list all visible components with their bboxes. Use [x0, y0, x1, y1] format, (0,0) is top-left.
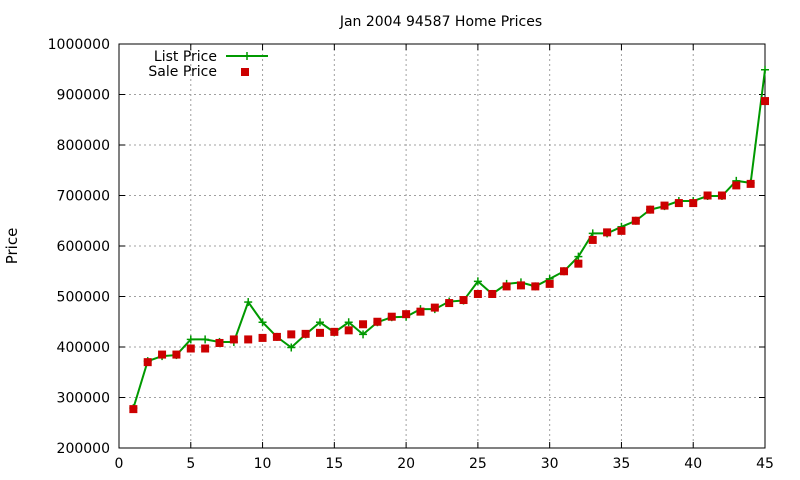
- y-tick-label: 300000: [57, 391, 110, 407]
- sale-price-point: [531, 282, 540, 291]
- x-tick-label: 35: [613, 456, 631, 472]
- sale-price-point: [488, 289, 497, 298]
- chart-title: Jan 2004 94587 Home Prices: [339, 14, 542, 30]
- x-tick-label: 5: [186, 456, 195, 472]
- legend: List Price Sale Price: [148, 49, 268, 80]
- series: [129, 65, 769, 414]
- list-price-series: [129, 65, 769, 413]
- sale-price-point: [258, 333, 267, 342]
- y-tick-label: 600000: [57, 239, 110, 255]
- sale-price-point: [373, 317, 382, 326]
- list-price-point: [574, 252, 583, 261]
- sale-price-point: [402, 310, 411, 319]
- sale-price-series: [129, 97, 769, 414]
- sale-price-point: [330, 327, 339, 336]
- list-price-line: [132, 69, 766, 409]
- list-price-point: [258, 318, 267, 327]
- sale-price-point: [359, 320, 368, 329]
- sale-price-point: [272, 332, 281, 341]
- y-tick-labels: 200000 300000 400000 500000 600000 700000 8000…: [48, 37, 110, 457]
- sale-price-point: [502, 282, 511, 291]
- y-tick-label: 200000: [57, 441, 110, 457]
- grid: [119, 44, 765, 448]
- sale-price-point: [588, 235, 597, 244]
- sale-price-point: [689, 199, 698, 208]
- list-price-point: [344, 318, 353, 327]
- sale-price-point: [746, 179, 755, 188]
- x-tick-label: 15: [325, 456, 343, 472]
- x-tick-label: 40: [684, 456, 702, 472]
- x-tick-label: 45: [756, 456, 774, 472]
- sale-price-point: [473, 289, 482, 298]
- sale-price-point: [215, 338, 224, 347]
- sale-price-point: [631, 216, 640, 225]
- sale-price-point: [545, 279, 554, 288]
- x-tick-label: 25: [469, 456, 487, 472]
- list-price-point: [201, 335, 210, 344]
- sale-price-point: [660, 201, 669, 210]
- list-price-point: [244, 298, 253, 307]
- list-price-point: [473, 277, 482, 286]
- y-axis-label: Price: [3, 228, 21, 265]
- sale-price-point: [459, 296, 468, 305]
- legend-marker-list-price: [243, 52, 251, 60]
- sale-price-point: [201, 344, 210, 353]
- sale-price-point: [674, 199, 683, 208]
- sale-price-point: [430, 303, 439, 312]
- sale-price-point: [186, 344, 195, 353]
- y-tick-label: 1000000: [48, 37, 110, 53]
- sale-price-point: [129, 405, 138, 414]
- sale-price-point: [603, 228, 612, 237]
- x-tick-label: 30: [541, 456, 559, 472]
- sale-price-point: [732, 181, 741, 190]
- sale-price-point: [516, 281, 525, 290]
- sale-price-point: [143, 358, 152, 367]
- sale-price-point: [287, 330, 296, 339]
- list-price-point: [315, 318, 324, 327]
- legend-label-sale-price: Sale Price: [148, 64, 217, 80]
- sale-price-point: [244, 335, 253, 344]
- y-tick-label: 500000: [57, 290, 110, 306]
- list-price-point: [186, 335, 195, 344]
- sale-price-point: [158, 350, 167, 359]
- sale-price-point: [416, 307, 425, 316]
- sale-price-point: [646, 205, 655, 214]
- list-price-point: [761, 65, 769, 74]
- x-tick-label: 0: [115, 456, 124, 472]
- legend-plus-marker: [243, 52, 251, 60]
- sale-price-point: [344, 326, 353, 335]
- y-tick-label: 700000: [57, 189, 110, 205]
- sale-price-point: [172, 350, 181, 359]
- sale-price-point: [717, 191, 726, 200]
- x-tick-labels: 0 5 10 15 20 25 30 35 40 45: [115, 456, 774, 472]
- legend-label-list-price: List Price: [154, 49, 217, 65]
- sale-price-point: [301, 329, 310, 338]
- sale-price-point: [387, 312, 396, 321]
- y-tick-label: 900000: [57, 88, 110, 104]
- sale-price-point: [761, 97, 769, 106]
- sale-price-point: [703, 191, 712, 200]
- sale-price-point: [560, 267, 569, 276]
- x-tick-label: 10: [254, 456, 272, 472]
- sale-price-point: [574, 259, 583, 268]
- legend-marker-sale-price: [241, 68, 249, 76]
- sale-price-point: [617, 226, 626, 235]
- sale-price-point: [315, 328, 324, 337]
- y-tick-label: 800000: [57, 138, 110, 154]
- list-price-point: [287, 343, 296, 352]
- plot-frame: [118, 43, 766, 449]
- y-tick-label: 400000: [57, 340, 110, 356]
- x-tick-label: 20: [397, 456, 415, 472]
- legend-square-marker: [241, 68, 249, 76]
- sale-price-point: [229, 335, 238, 344]
- list-price-point: [359, 330, 368, 339]
- sale-price-point: [445, 299, 454, 308]
